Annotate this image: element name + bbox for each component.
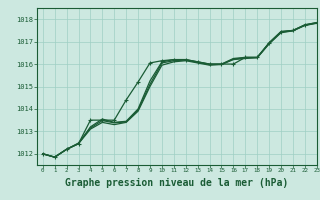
X-axis label: Graphe pression niveau de la mer (hPa): Graphe pression niveau de la mer (hPa) <box>65 178 288 188</box>
